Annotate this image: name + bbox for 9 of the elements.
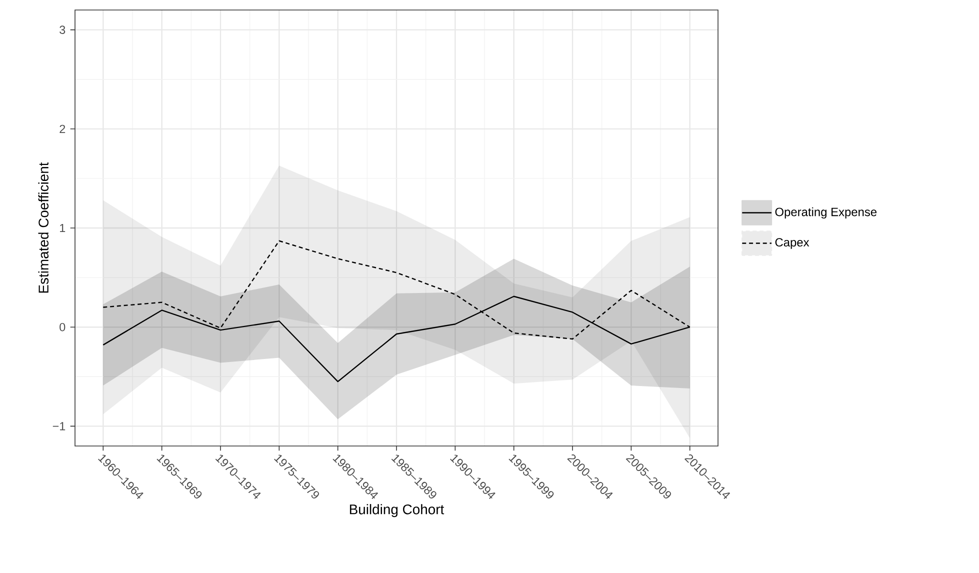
y-tick-label: −1 xyxy=(52,422,66,430)
y-tick-label: 2 xyxy=(60,124,66,133)
legend-label: Operating Expense xyxy=(775,207,877,219)
x-axis-title: Building Cohort xyxy=(350,504,444,518)
y-tick-label: 1 xyxy=(60,224,66,232)
y-tick-label: 0 xyxy=(60,322,66,332)
y-tick-label: 3 xyxy=(60,26,66,34)
y-axis-title: Estimated Coefficient xyxy=(38,162,49,293)
legend-label: Capex xyxy=(775,238,810,249)
